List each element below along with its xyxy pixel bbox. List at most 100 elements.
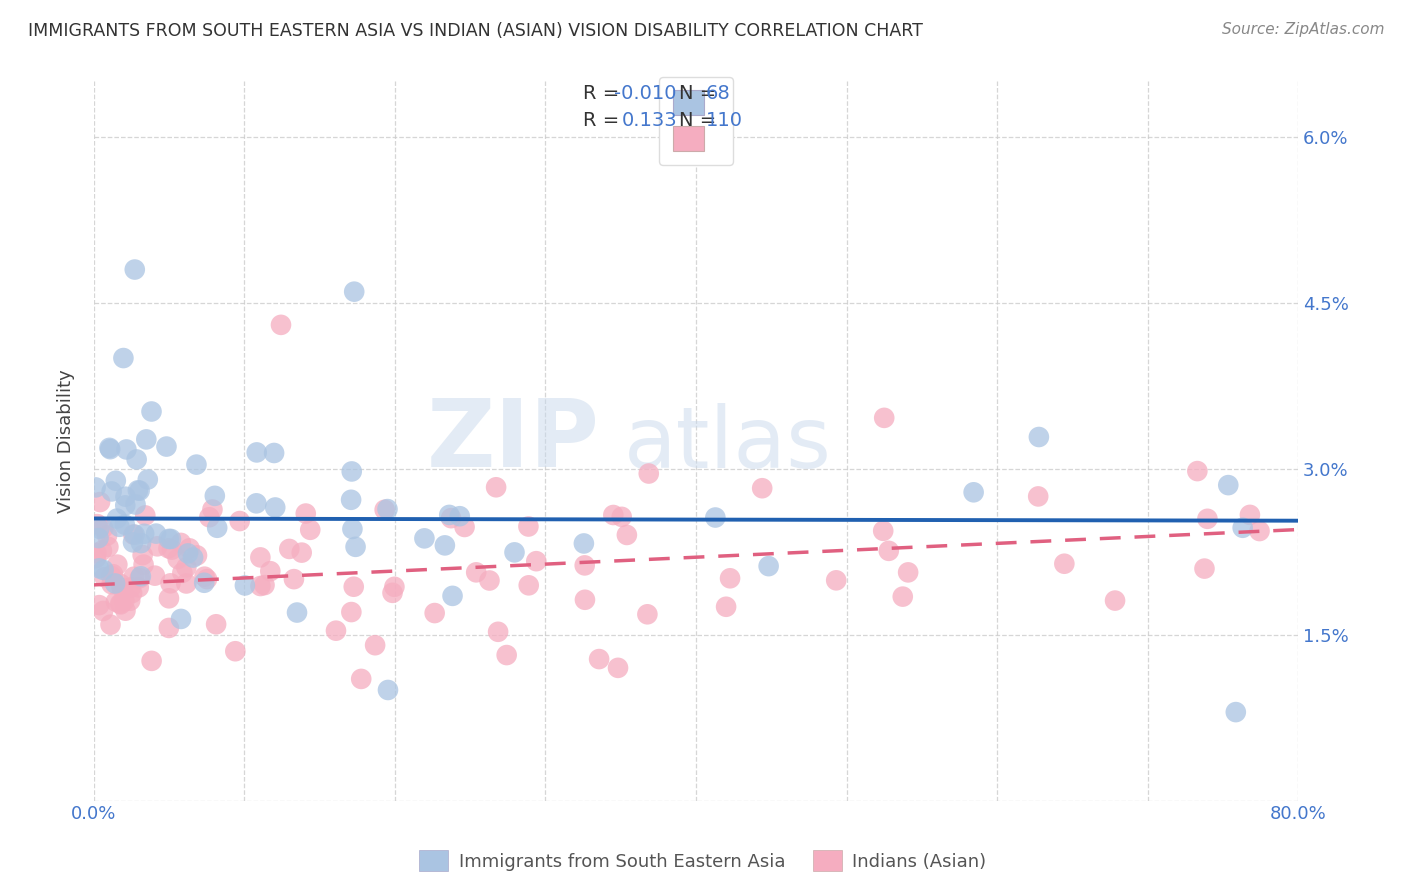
Text: 0.133: 0.133: [621, 111, 678, 129]
Point: [100, 577, 122, 591]
Point: [340, 465, 363, 479]
Point: [486, 624, 509, 639]
Point: [278, 541, 301, 556]
Point: [478, 574, 501, 588]
Point: [112, 594, 135, 608]
Point: [574, 592, 596, 607]
Point: [344, 540, 367, 554]
Point: [124, 498, 146, 512]
Point: [433, 538, 456, 552]
Point: [588, 652, 610, 666]
Point: [160, 542, 183, 557]
Point: [98, 441, 121, 455]
Point: [110, 577, 132, 591]
Point: [377, 683, 399, 698]
Text: N =: N =: [679, 111, 723, 129]
Point: [90, 543, 112, 558]
Point: [89, 598, 111, 612]
Point: [176, 560, 198, 574]
Point: [134, 508, 156, 523]
Point: [186, 458, 208, 472]
Point: [246, 445, 269, 459]
Point: [291, 546, 314, 560]
Point: [758, 559, 780, 574]
Point: [283, 572, 305, 586]
Point: [198, 510, 221, 524]
Point: [1239, 508, 1261, 522]
Point: [146, 539, 169, 553]
Point: [1104, 593, 1126, 607]
Point: [285, 606, 308, 620]
Point: [105, 558, 128, 572]
Point: [224, 644, 246, 658]
Point: [157, 621, 180, 635]
Point: [205, 617, 228, 632]
Point: [131, 548, 153, 562]
Point: [141, 654, 163, 668]
Point: [340, 605, 363, 619]
Point: [108, 597, 131, 611]
Point: [718, 571, 741, 585]
Point: [134, 526, 156, 541]
Point: [159, 576, 181, 591]
Point: [503, 545, 526, 559]
Point: [193, 569, 215, 583]
Point: [176, 576, 198, 591]
Point: [157, 532, 180, 546]
Text: N =: N =: [679, 84, 723, 103]
Point: [195, 572, 218, 586]
Point: [112, 351, 135, 365]
Point: [125, 452, 148, 467]
Legend: Immigrants from South Eastern Asia, Indians (Asian): Immigrants from South Eastern Asia, Indi…: [412, 843, 994, 879]
Point: [1028, 430, 1050, 444]
Point: [91, 604, 114, 618]
Point: [114, 499, 136, 513]
Point: [873, 410, 896, 425]
Point: [441, 589, 464, 603]
Point: [179, 541, 201, 556]
Point: [120, 581, 142, 595]
Point: [170, 536, 193, 550]
Point: [325, 624, 347, 638]
Point: [122, 570, 145, 584]
Point: [135, 433, 157, 447]
Point: [825, 574, 848, 588]
Point: [89, 522, 111, 536]
Point: [377, 502, 399, 516]
Point: [1187, 464, 1209, 478]
Point: [101, 567, 124, 582]
Point: [449, 509, 471, 524]
Point: [233, 578, 256, 592]
Point: [157, 591, 180, 606]
Point: [193, 575, 215, 590]
Point: [84, 551, 107, 566]
Y-axis label: Vision Disability: Vision Disability: [58, 369, 75, 513]
Point: [97, 540, 120, 554]
Point: [98, 442, 121, 457]
Point: [253, 578, 276, 592]
Point: [439, 508, 461, 522]
Point: [263, 446, 285, 460]
Point: [384, 580, 406, 594]
Point: [891, 590, 914, 604]
Point: [524, 554, 547, 568]
Point: [897, 566, 920, 580]
Point: [124, 262, 146, 277]
Point: [616, 528, 638, 542]
Point: [170, 612, 193, 626]
Point: [84, 480, 107, 494]
Point: [111, 581, 134, 595]
Point: [120, 593, 142, 607]
Point: [172, 566, 194, 580]
Point: [96, 528, 118, 542]
Point: [129, 569, 152, 583]
Point: [228, 514, 250, 528]
Point: [270, 318, 292, 332]
Point: [122, 535, 145, 549]
Point: [602, 508, 624, 522]
Point: [145, 526, 167, 541]
Point: [343, 580, 366, 594]
Point: [381, 586, 404, 600]
Point: [86, 546, 108, 560]
Point: [607, 661, 630, 675]
